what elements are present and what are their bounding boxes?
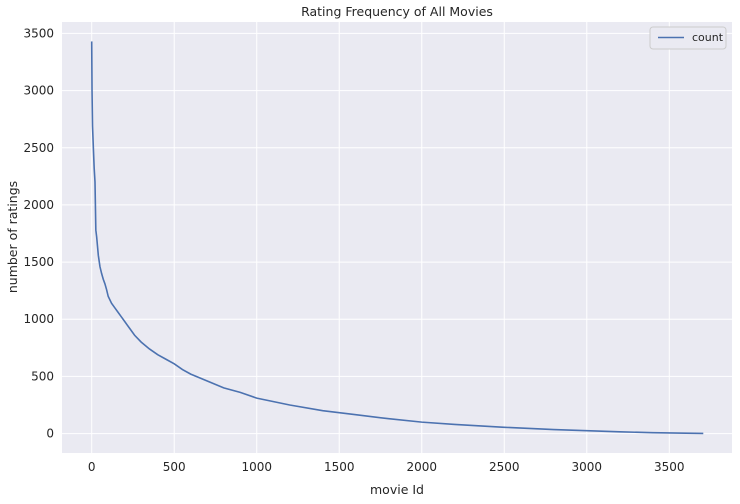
y-tick-label: 500 xyxy=(31,369,54,383)
x-tick-label: 1500 xyxy=(324,460,355,474)
y-tick-label: 1500 xyxy=(23,255,54,269)
grid-lines xyxy=(62,22,732,453)
y-tick-label: 2000 xyxy=(23,198,54,212)
legend: count xyxy=(649,26,727,50)
chart-title: Rating Frequency of All Movies xyxy=(301,4,493,19)
y-axis-label: number of ratings xyxy=(5,181,20,293)
legend-label-count: count xyxy=(692,31,724,44)
x-tick-labels: 0 500 1000 1500 2000 2500 3000 3500 xyxy=(88,460,685,474)
x-axis-label: movie Id xyxy=(370,482,424,497)
y-tick-labels: 0 500 1000 1500 2000 2500 3000 3500 xyxy=(23,26,54,440)
x-tick-label: 2500 xyxy=(489,460,520,474)
x-tick-label: 1000 xyxy=(241,460,272,474)
legend-box xyxy=(649,26,727,50)
y-tick-label: 3500 xyxy=(23,26,54,40)
x-tick-label: 500 xyxy=(163,460,186,474)
x-tick-label: 3000 xyxy=(572,460,603,474)
x-tick-label: 0 xyxy=(88,460,96,474)
y-tick-label: 1000 xyxy=(23,312,54,326)
x-tick-label: 3500 xyxy=(654,460,685,474)
series-line-count xyxy=(90,41,704,435)
y-tick-label: 3000 xyxy=(23,84,54,98)
plot-background xyxy=(62,22,732,453)
y-tick-label: 2500 xyxy=(23,141,54,155)
y-tick-label: 0 xyxy=(46,427,54,441)
x-tick-label: 2000 xyxy=(406,460,437,474)
